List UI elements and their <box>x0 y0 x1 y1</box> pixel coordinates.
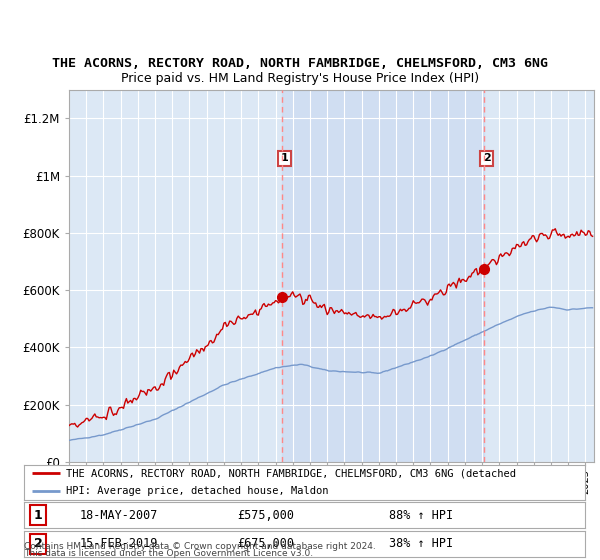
Text: This data is licensed under the Open Government Licence v3.0.: This data is licensed under the Open Gov… <box>24 549 313 558</box>
Text: 38% ↑ HPI: 38% ↑ HPI <box>389 537 453 550</box>
Text: 2: 2 <box>483 153 491 164</box>
Text: THE ACORNS, RECTORY ROAD, NORTH FAMBRIDGE, CHELMSFORD, CM3 6NG (detached: THE ACORNS, RECTORY ROAD, NORTH FAMBRIDG… <box>66 469 516 478</box>
Text: £675,000: £675,000 <box>237 537 294 550</box>
Text: 1: 1 <box>281 153 289 164</box>
Text: 18-MAY-2007: 18-MAY-2007 <box>80 508 158 522</box>
Text: Contains HM Land Registry data © Crown copyright and database right 2024.: Contains HM Land Registry data © Crown c… <box>24 542 376 551</box>
Text: THE ACORNS, RECTORY ROAD, NORTH FAMBRIDGE, CHELMSFORD, CM3 6NG: THE ACORNS, RECTORY ROAD, NORTH FAMBRIDG… <box>52 57 548 70</box>
Text: Price paid vs. HM Land Registry's House Price Index (HPI): Price paid vs. HM Land Registry's House … <box>121 72 479 85</box>
Text: 2: 2 <box>34 537 43 550</box>
Text: 1: 1 <box>34 508 43 522</box>
Text: HPI: Average price, detached house, Maldon: HPI: Average price, detached house, Mald… <box>66 486 329 496</box>
Text: 15-FEB-2019: 15-FEB-2019 <box>80 537 158 550</box>
Text: 88% ↑ HPI: 88% ↑ HPI <box>389 508 453 522</box>
Text: £575,000: £575,000 <box>237 508 294 522</box>
Bar <box>282 90 484 462</box>
